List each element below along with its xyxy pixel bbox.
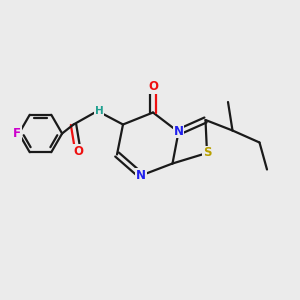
Text: H: H — [94, 106, 103, 116]
Text: F: F — [13, 127, 21, 140]
Text: O: O — [73, 145, 83, 158]
Text: O: O — [148, 80, 158, 94]
Text: N: N — [173, 124, 184, 138]
Text: S: S — [203, 146, 211, 160]
Text: N: N — [136, 169, 146, 182]
